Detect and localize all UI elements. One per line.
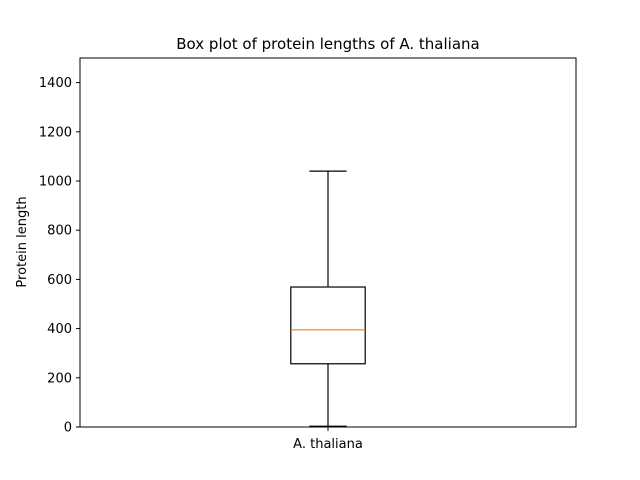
x-tick-label: A. thaliana — [293, 437, 363, 452]
y-tick-label: 800 — [47, 224, 72, 239]
y-axis-label: Protein length — [15, 196, 30, 287]
y-tick-label: 1400 — [39, 76, 72, 91]
chart-title: Box plot of protein lengths of A. thalia… — [176, 35, 479, 53]
axes-frame — [79, 57, 577, 428]
iqr-box — [290, 286, 366, 365]
y-tick-label: 200 — [47, 371, 72, 386]
y-tick-label: 1200 — [39, 125, 72, 140]
y-tick-label: 0 — [64, 421, 72, 436]
y-tick-label: 600 — [47, 273, 72, 288]
y-tick-label: 1000 — [39, 175, 72, 190]
plot-area: 0 200 400 600 800 1000 1200 1400 A. thaliana — [39, 57, 577, 452]
y-tick-label: 400 — [47, 322, 72, 337]
